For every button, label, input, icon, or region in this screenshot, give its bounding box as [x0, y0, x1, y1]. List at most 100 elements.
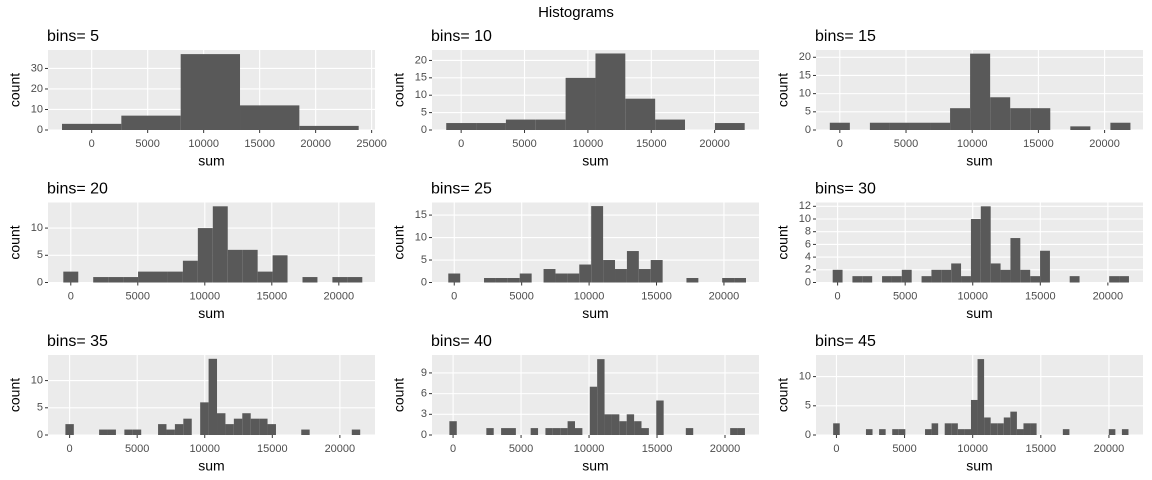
bar [957, 429, 965, 435]
bar [990, 263, 1001, 283]
x-tick-label: 0 [458, 138, 464, 150]
bar [138, 271, 154, 283]
x-tick-label: 15000 [641, 290, 672, 302]
bar [121, 115, 181, 130]
bar [107, 429, 116, 435]
bar [505, 119, 536, 130]
bar [153, 271, 168, 283]
y-tick-label: 20 [415, 54, 427, 66]
bar [183, 418, 192, 435]
y-tick-label: 30 [31, 62, 43, 74]
x-tick-label: 20000 [1089, 138, 1120, 150]
bar [931, 269, 942, 283]
x-tick-label: 5000 [894, 138, 918, 150]
y-tick-label: 3 [421, 408, 427, 420]
bar [93, 277, 109, 283]
bar [63, 271, 79, 283]
bar [543, 269, 556, 283]
x-tick-label: 20000 [300, 138, 331, 150]
x-axis-label: sum [198, 458, 224, 474]
bar [272, 255, 288, 283]
bar [267, 424, 276, 435]
bar [921, 276, 932, 283]
bar [1030, 276, 1041, 283]
y-tick-label: 10 [31, 374, 43, 386]
bar [832, 269, 843, 283]
bar [964, 429, 971, 435]
y-tick-label: 20 [31, 83, 43, 95]
bar [1108, 429, 1116, 435]
x-tick-label: 5000 [125, 443, 149, 455]
bar [530, 428, 539, 435]
y-tick-label: 6 [805, 238, 811, 250]
bar [626, 251, 639, 283]
bar [242, 413, 251, 435]
bar [250, 418, 260, 435]
x-tick-label: 20000 [709, 290, 740, 302]
bar [545, 428, 553, 435]
bar [535, 119, 566, 130]
bar [730, 428, 738, 435]
panel-title: bins= 40 [431, 333, 492, 350]
x-tick-label: 0 [450, 443, 456, 455]
bar [950, 108, 971, 130]
y-tick-label: 10 [799, 371, 811, 383]
bar [1000, 269, 1011, 283]
bar [1040, 250, 1050, 283]
bar [869, 122, 890, 130]
x-tick-label: 0 [835, 290, 841, 302]
bar [879, 429, 886, 435]
bar [626, 414, 635, 435]
y-tick-label: 10 [31, 222, 43, 234]
bar [574, 428, 583, 435]
x-tick-label: 0 [837, 138, 843, 150]
y-tick-label: 0 [421, 124, 427, 136]
bar [507, 278, 520, 283]
bar [829, 122, 850, 130]
bar [299, 125, 359, 130]
bar [508, 428, 516, 435]
bar [1062, 429, 1070, 435]
x-tick-label: 0 [67, 443, 73, 455]
x-tick-label: 10000 [190, 290, 221, 302]
y-tick-label: 0 [805, 429, 811, 441]
bar [567, 421, 575, 435]
bar [944, 423, 952, 435]
x-tick-label: 15000 [244, 138, 275, 150]
bar [519, 273, 532, 283]
bar [990, 97, 1011, 130]
bar [108, 277, 124, 283]
bar [486, 428, 494, 435]
y-tick-label: 10 [799, 88, 811, 100]
bar [180, 54, 241, 130]
y-tick-label: 10 [415, 231, 427, 243]
bar [65, 424, 74, 435]
bar [997, 423, 1004, 435]
y-tick-label: 5 [37, 402, 43, 414]
bar [1069, 276, 1080, 283]
bar [99, 429, 108, 435]
bar [1020, 269, 1031, 283]
bar [737, 428, 745, 435]
bar [977, 359, 985, 435]
x-tick-label: 10000 [574, 443, 605, 455]
bar [603, 260, 616, 283]
x-tick-label: 15000 [1026, 443, 1057, 455]
panel-title: bins= 35 [47, 333, 108, 350]
bar [925, 429, 932, 435]
y-tick-label: 0 [805, 276, 811, 288]
bar [901, 269, 912, 283]
bar [625, 98, 656, 130]
x-tick-label: 15000 [257, 290, 288, 302]
x-tick-label: 5000 [126, 290, 150, 302]
bar [200, 402, 209, 435]
x-tick-label: 20000 [699, 138, 730, 150]
bar [1121, 429, 1129, 435]
bar [259, 418, 268, 435]
bar [567, 273, 580, 283]
bar [240, 105, 300, 130]
bar [984, 417, 991, 435]
bar [208, 358, 218, 435]
bar [589, 386, 598, 435]
